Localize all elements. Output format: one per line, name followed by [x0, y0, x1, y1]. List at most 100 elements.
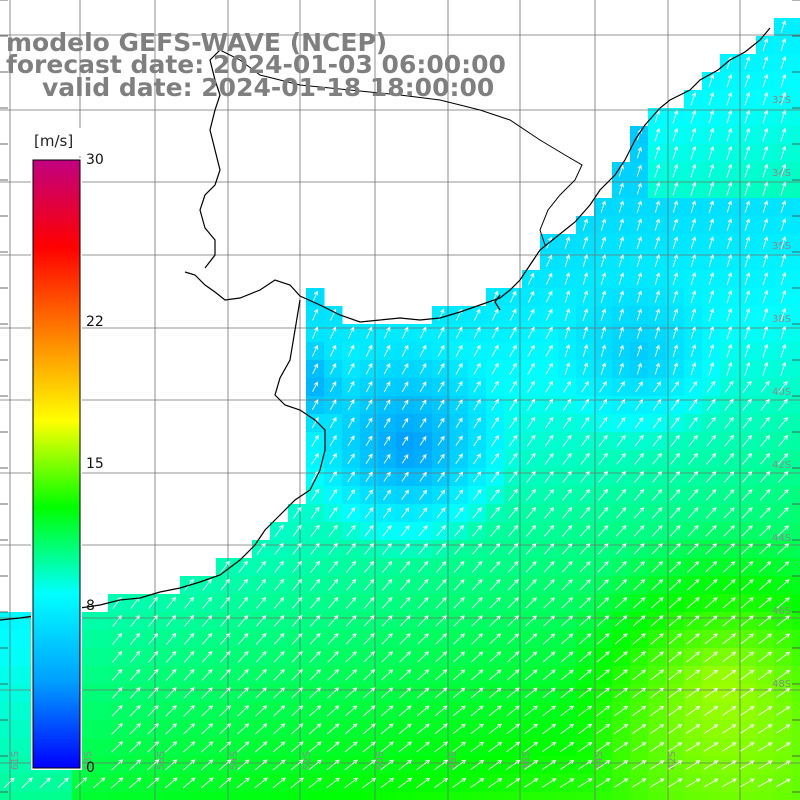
wind-arrow: [650, 615, 664, 627]
wind-arrow: [632, 597, 646, 609]
wind-arrow: [600, 362, 607, 375]
wind-arrow: [758, 579, 772, 591]
wind-cell: [792, 216, 800, 235]
wind-arrow: [525, 651, 538, 663]
wind-arrow: [597, 506, 609, 519]
wind-arrow: [365, 362, 373, 375]
wind-arrow: [744, 307, 751, 322]
wind-arrow: [780, 218, 787, 232]
wind-arrow: [580, 452, 590, 465]
wind-cell: [792, 72, 800, 91]
wind-arrow: [237, 687, 249, 699]
wind-cell: [792, 558, 800, 577]
wind-arrow: [600, 344, 607, 357]
wind-arrow: [578, 705, 593, 717]
wind-arrow: [561, 561, 573, 573]
wind-arrow: [708, 325, 715, 340]
wind-arrow: [524, 705, 538, 717]
wind-cell: [792, 540, 800, 559]
wind-arrow: [489, 633, 502, 645]
wind-arrow: [780, 236, 787, 250]
wind-arrow: [346, 507, 356, 519]
wind-arrow: [708, 289, 715, 304]
wind-arrow: [182, 777, 196, 789]
wind-arrow: [508, 506, 518, 519]
wind-arrow: [634, 434, 644, 447]
wind-arrow: [596, 633, 610, 645]
wind-arrow: [582, 290, 589, 304]
wind-cell: [504, 792, 523, 800]
wind-arrow: [489, 597, 501, 609]
wind-arrow: [238, 578, 248, 591]
wind-arrow: [381, 615, 393, 627]
wind-arrow: [165, 741, 178, 753]
wind-arrow: [290, 723, 304, 735]
wind-cell: [792, 486, 800, 505]
wind-arrow: [618, 344, 624, 357]
wind-arrow: [256, 560, 266, 573]
wind-arrow: [543, 633, 556, 645]
wind-arrow: [437, 308, 445, 321]
wind-arrow: [726, 343, 733, 358]
wind-arrow: [365, 399, 373, 411]
wind-arrow: [146, 759, 160, 771]
wind-arrow: [726, 325, 733, 340]
wind-cell: [792, 342, 800, 361]
wind-arrow: [401, 436, 409, 446]
wind-arrow: [401, 381, 409, 393]
wind-arrow: [383, 453, 391, 464]
wind-arrow: [561, 597, 574, 609]
wind-arrow: [381, 578, 393, 591]
wind-arrow: [527, 344, 535, 357]
wind-arrow: [598, 416, 608, 429]
wind-arrow: [652, 434, 662, 447]
wind-arrow: [596, 741, 611, 752]
wind-arrow: [671, 381, 680, 393]
wind-arrow: [401, 399, 409, 410]
wind-arrow: [255, 651, 267, 663]
wind-arrow: [724, 452, 735, 465]
wind-arrow: [255, 723, 268, 735]
wind-arrow: [489, 615, 501, 627]
wind-arrow: [564, 290, 571, 304]
wind-cell: [324, 792, 343, 800]
wind-arrow: [542, 723, 557, 735]
wind-arrow: [758, 651, 773, 663]
wind-arrow: [400, 507, 410, 519]
wind-arrow: [560, 759, 575, 770]
wind-arrow: [672, 290, 679, 304]
wind-arrow: [687, 489, 699, 501]
wind-arrow: [614, 633, 628, 645]
wind-arrow: [777, 543, 790, 555]
wind-arrow: [401, 471, 409, 482]
wind-arrow: [363, 633, 375, 645]
wind-arrow: [200, 777, 214, 789]
wind-arrow: [165, 650, 177, 663]
wind-arrow: [455, 362, 463, 375]
wind-arrow: [364, 560, 375, 573]
wind-arrow: [399, 615, 411, 627]
wind-arrow: [742, 416, 752, 429]
wind-arrow: [687, 507, 699, 519]
wind-arrow: [636, 362, 642, 375]
wind-arrow: [704, 633, 718, 645]
wind-arrow: [272, 723, 286, 735]
wind-arrow: [527, 362, 535, 375]
wind-cell: [666, 792, 685, 800]
wind-arrow: [704, 705, 719, 716]
wind-cell: [738, 792, 757, 800]
wind-arrow: [310, 524, 320, 537]
wind-arrow: [526, 524, 537, 537]
wind-arrow: [562, 434, 572, 447]
wind-arrow: [312, 381, 318, 392]
wind-arrow: [744, 145, 751, 160]
wind-arrow: [347, 435, 355, 447]
wind-arrow: [562, 470, 572, 483]
wind-arrow: [419, 489, 428, 500]
wind-arrow: [744, 272, 751, 286]
wind-arrow: [290, 759, 304, 771]
wind-arrow: [383, 489, 391, 501]
wind-arrow: [417, 651, 430, 663]
wind-arrow: [740, 651, 755, 663]
wind-arrow: [721, 778, 737, 788]
